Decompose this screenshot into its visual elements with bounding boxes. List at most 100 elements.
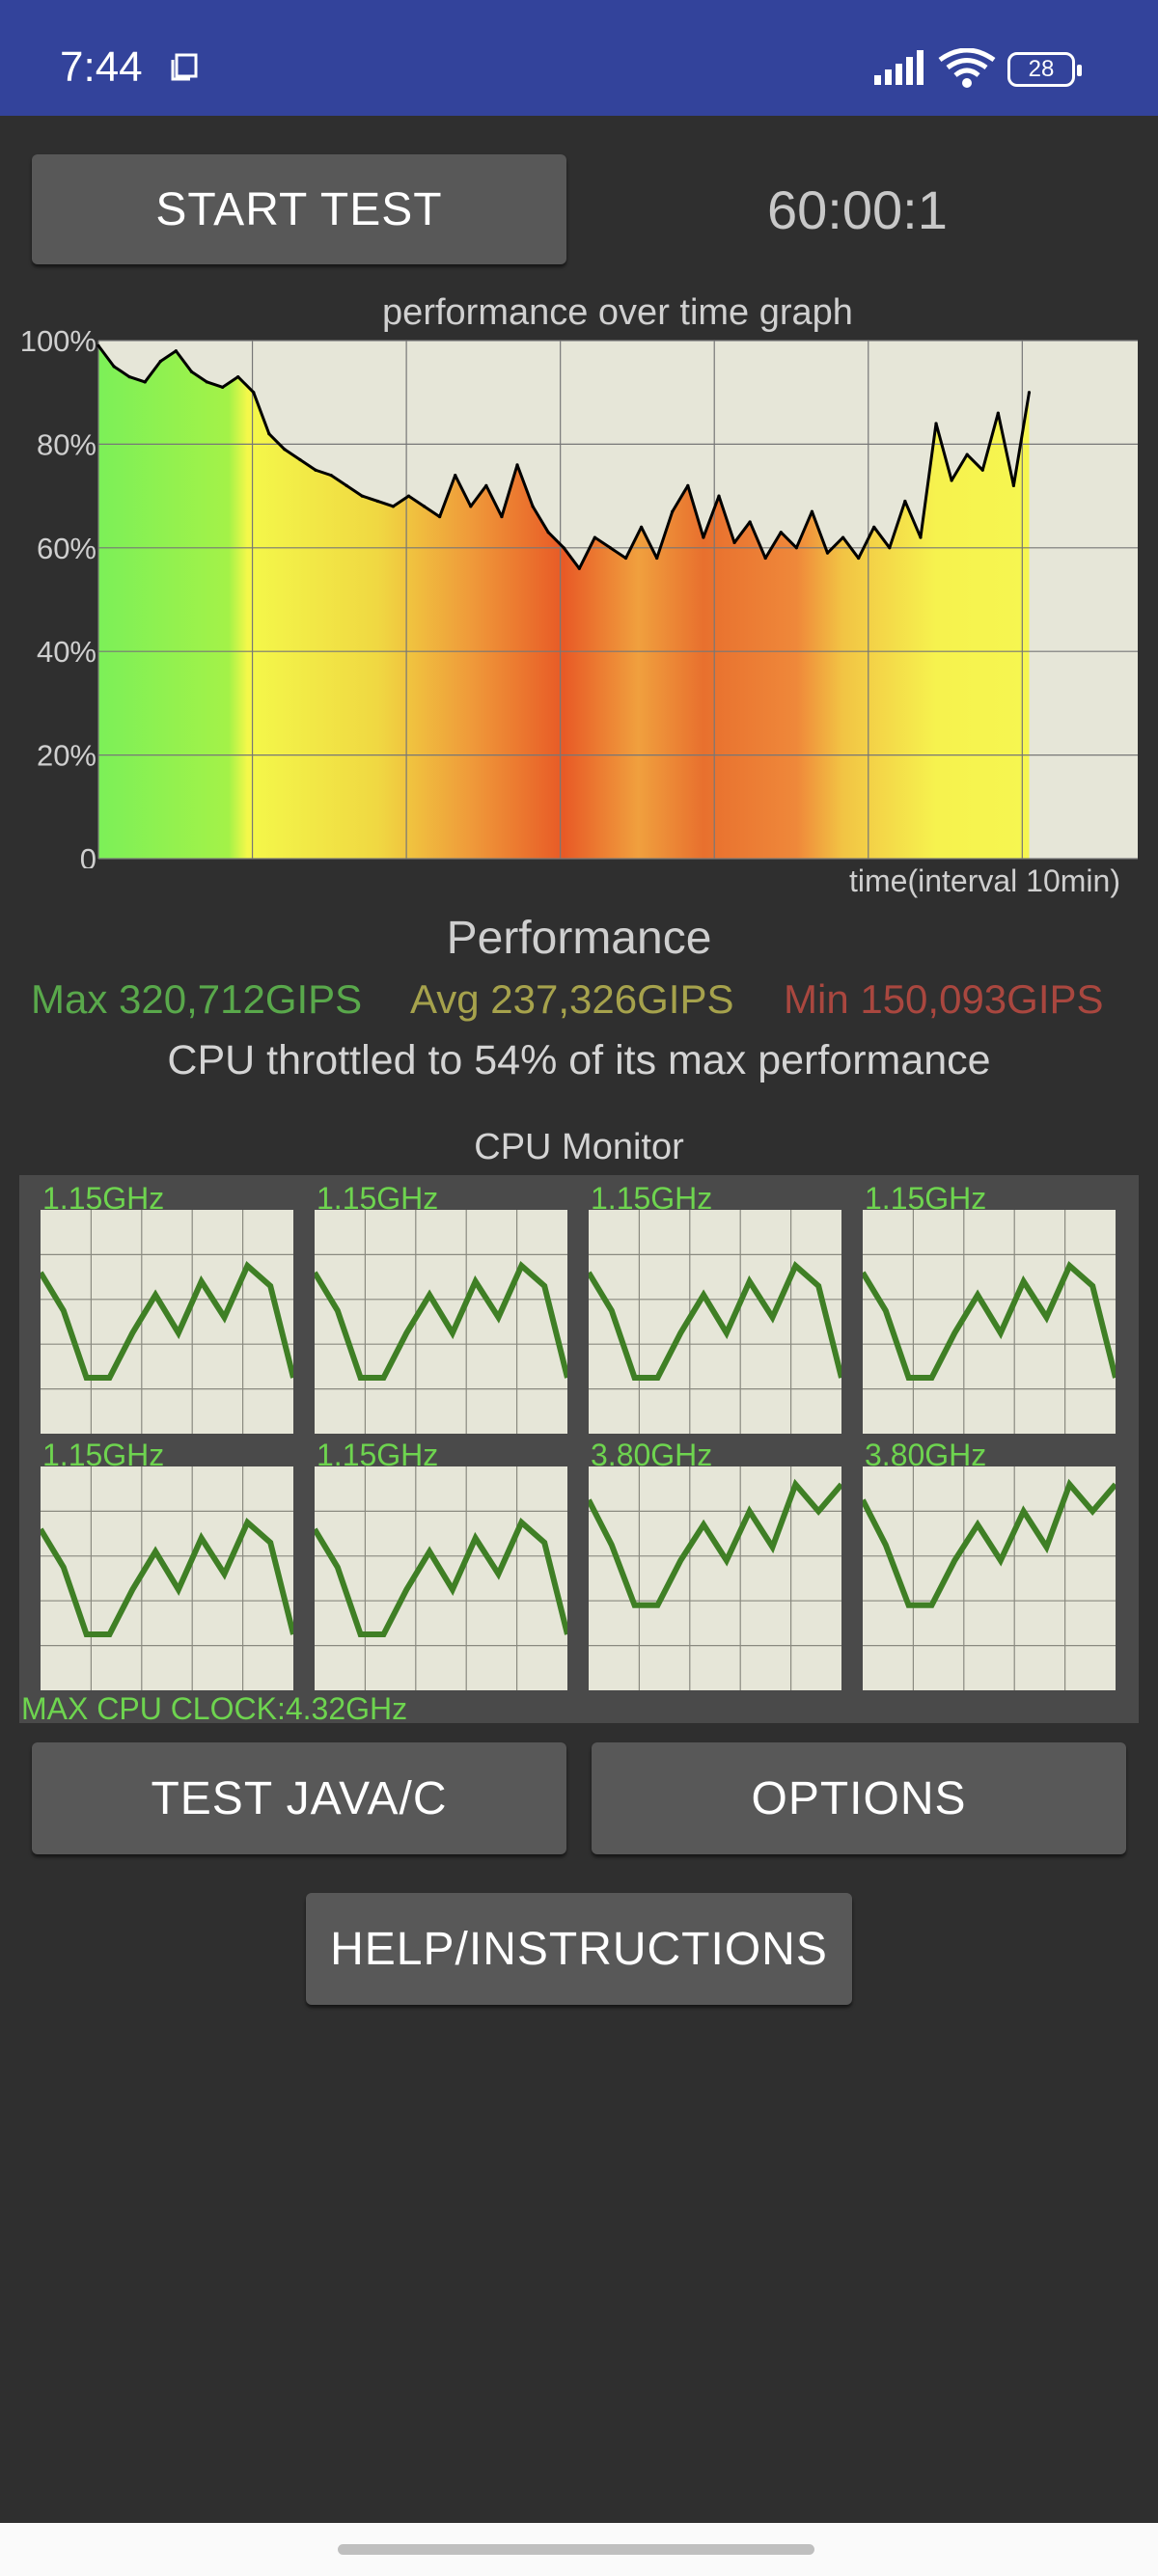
graph-data-point — [717, 494, 721, 498]
cpu-core-chart — [586, 1210, 844, 1434]
graph-data-point — [763, 556, 767, 561]
graph-data-point — [577, 566, 581, 570]
max-gips: Max 320,712GIPS — [31, 976, 363, 1022]
graph-data-point — [298, 457, 302, 462]
cpu-core-chart — [586, 1466, 844, 1690]
graph-y-tick-label: 80% — [37, 427, 96, 461]
graph-data-point — [950, 479, 953, 482]
cpu-core-load-line — [312, 1261, 570, 1381]
cpu-core-frequency: 1.15GHz — [317, 1181, 439, 1216]
graph-data-point — [174, 349, 178, 353]
graph-data-point — [422, 505, 427, 508]
graph-data-point — [531, 505, 535, 508]
avg-gips: Avg 237,326GIPS — [410, 976, 734, 1022]
graph-data-point — [143, 380, 147, 384]
graph-data-point — [702, 535, 705, 539]
cpu-monitor-title: CPU Monitor — [474, 1127, 684, 1167]
cpu-core-graph: 1.15GHz — [312, 1438, 570, 1690]
cpu-core-frequency: 3.80GHz — [591, 1438, 713, 1472]
graph-data-point — [127, 374, 131, 379]
graph-data-point — [608, 546, 613, 550]
graph-data-point — [515, 463, 519, 467]
cpu-core-chart — [860, 1210, 1118, 1434]
graph-y-tick-label: 100% — [20, 328, 96, 358]
graph-data-point — [965, 452, 969, 456]
graph-data-point — [1011, 483, 1016, 487]
cpu-core-background — [863, 1210, 1116, 1434]
graph-data-point — [934, 422, 938, 425]
graph-data-point — [825, 551, 830, 555]
graph-y-tick-label: 20% — [37, 739, 96, 773]
cpu-core-load-line — [38, 1261, 296, 1381]
gesture-handle[interactable] — [338, 2544, 814, 2555]
graph-data-point — [189, 370, 194, 373]
graph-data-point — [438, 514, 442, 519]
graph-data-point — [623, 556, 628, 561]
notification-square-icon — [171, 53, 198, 81]
graph-data-point — [252, 391, 256, 395]
graph-data-point — [794, 546, 798, 550]
graph-data-point — [391, 505, 396, 508]
graph-heat-fill — [98, 345, 1030, 859]
graph-data-point — [236, 374, 240, 379]
graph-data-point — [903, 499, 907, 504]
cpu-core-chart — [38, 1210, 296, 1434]
graph-data-point — [345, 483, 348, 487]
graph-data-point — [888, 546, 892, 550]
graph-data-point — [329, 474, 333, 478]
graph-data-point — [562, 546, 565, 550]
max-cpu-clock: MAX CPU CLOCK:4.32GHz — [21, 1691, 408, 1726]
cpu-core-graph: 1.15GHz — [860, 1181, 1118, 1434]
graph-data-point — [454, 474, 457, 478]
cpu-core-background — [41, 1210, 293, 1434]
cpu-core-chart — [860, 1466, 1118, 1690]
graph-data-point — [872, 525, 876, 529]
graph-area-fill — [98, 345, 1030, 859]
cpu-core-load-line — [586, 1261, 844, 1381]
options-button[interactable]: OPTIONS — [592, 1742, 1126, 1854]
signal-bars-icon — [874, 50, 924, 85]
status-bar: 7:44 28 — [0, 0, 1158, 116]
graph-data-point — [406, 494, 411, 498]
graph-data-point — [112, 365, 116, 369]
graph-data-point — [96, 343, 100, 347]
graph-data-point — [732, 540, 736, 545]
performance-heading: Performance — [446, 913, 712, 964]
cpu-core-graph: 1.15GHz — [38, 1438, 296, 1690]
graph-data-point — [841, 535, 845, 539]
cpu-core-load-line — [38, 1518, 296, 1637]
graph-series — [96, 343, 1032, 570]
graph-data-point — [980, 468, 984, 472]
cpu-core-graph: 1.15GHz — [586, 1181, 844, 1434]
cpu-core-background — [863, 1466, 1116, 1690]
cpu-core-graph: 3.80GHz — [586, 1438, 844, 1690]
graph-data-point — [593, 535, 596, 539]
graph-data-point — [267, 432, 271, 436]
cpu-core-load-line — [312, 1518, 570, 1637]
graph-x-label: time(interval 10min) — [849, 863, 1120, 898]
test-java-c-button[interactable]: TEST JAVA/C — [32, 1742, 566, 1854]
graph-data-point — [810, 509, 814, 513]
graph-data-point — [857, 556, 861, 561]
cpu-core-frequency: 1.15GHz — [317, 1438, 439, 1472]
graph-grid — [97, 340, 1138, 860]
graph-data-point — [158, 359, 162, 364]
graph-data-point — [919, 535, 923, 539]
status-time: 7:44 — [60, 43, 143, 91]
start-test-button[interactable]: START TEST — [32, 154, 566, 264]
graph-data-point — [546, 531, 550, 534]
cpu-core-background — [589, 1210, 841, 1434]
graph-data-point — [484, 483, 488, 487]
cpu-core-chart — [38, 1466, 296, 1690]
cpu-core-frequency: 1.15GHz — [591, 1181, 713, 1216]
test-timer: 60:00:1 — [767, 179, 948, 240]
graph-data-point — [1027, 391, 1032, 395]
min-gips: Min 150,093GIPS — [784, 976, 1104, 1022]
cpu-core-graph: 1.15GHz — [312, 1181, 570, 1434]
help-instructions-button[interactable]: HELP/INSTRUCTIONS — [306, 1893, 852, 2005]
cpu-core-frequency: 3.80GHz — [865, 1438, 987, 1472]
cpu-core-graph: 1.15GHz — [38, 1181, 296, 1434]
cpu-core-load-line — [860, 1478, 1118, 1608]
graph-y-tick-label: 40% — [37, 635, 96, 669]
graph-y-tick-label: 60% — [37, 532, 96, 565]
